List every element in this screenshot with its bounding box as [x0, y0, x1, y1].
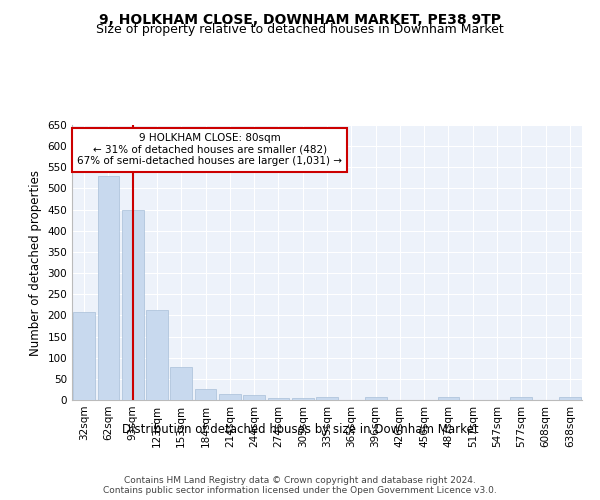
- Bar: [170, 367, 192, 400]
- Text: Size of property relative to detached houses in Downham Market: Size of property relative to detached ho…: [96, 22, 504, 36]
- Bar: [559, 398, 581, 400]
- Bar: [365, 398, 386, 400]
- Bar: [316, 396, 338, 400]
- Y-axis label: Number of detached properties: Number of detached properties: [29, 170, 42, 356]
- Text: 9, HOLKHAM CLOSE, DOWNHAM MARKET, PE38 9TP: 9, HOLKHAM CLOSE, DOWNHAM MARKET, PE38 9…: [99, 12, 501, 26]
- Bar: [243, 395, 265, 400]
- Bar: [73, 312, 95, 400]
- Bar: [97, 176, 119, 400]
- Text: 9 HOLKHAM CLOSE: 80sqm
← 31% of detached houses are smaller (482)
67% of semi-de: 9 HOLKHAM CLOSE: 80sqm ← 31% of detached…: [77, 133, 342, 166]
- Bar: [437, 398, 460, 400]
- Bar: [194, 389, 217, 400]
- Bar: [122, 210, 143, 400]
- Text: Contains HM Land Registry data © Crown copyright and database right 2024.
Contai: Contains HM Land Registry data © Crown c…: [103, 476, 497, 495]
- Bar: [268, 398, 289, 400]
- Bar: [292, 398, 314, 400]
- Text: Distribution of detached houses by size in Downham Market: Distribution of detached houses by size …: [122, 422, 478, 436]
- Bar: [146, 310, 168, 400]
- Bar: [219, 394, 241, 400]
- Bar: [511, 398, 532, 400]
